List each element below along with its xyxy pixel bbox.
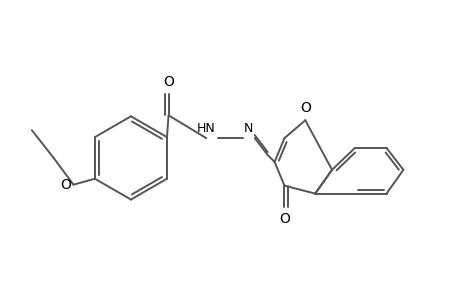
- Text: O: O: [61, 178, 71, 192]
- Text: O: O: [299, 101, 310, 115]
- Text: O: O: [279, 212, 289, 226]
- Text: N: N: [244, 122, 253, 135]
- Text: HN: HN: [196, 122, 215, 135]
- Text: O: O: [163, 75, 174, 88]
